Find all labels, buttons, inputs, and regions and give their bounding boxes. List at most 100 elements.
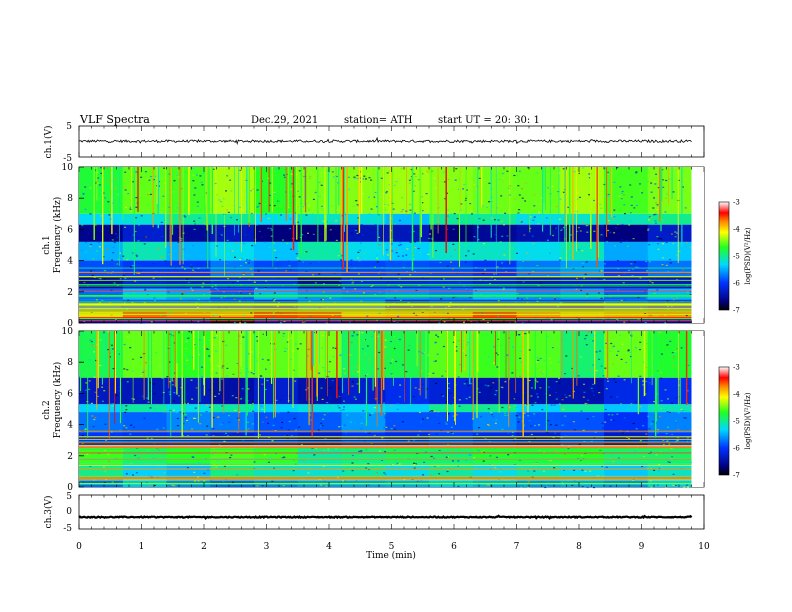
ch2-spectrogram-speckle — [447, 382, 450, 385]
ch1-spectrogram-band-cell — [604, 167, 649, 214]
ch2-spectrogram-speckle — [201, 366, 203, 368]
ch2-spectrogram-speckle — [208, 406, 211, 408]
ch1-spectrogram-speckle — [193, 220, 196, 222]
ch2-spectrogram-band-cell — [429, 448, 474, 464]
ch1-spectrogram-band-cell — [254, 213, 299, 225]
ch2-spectrogram-speckle — [186, 353, 189, 355]
ch2-spectrogram-speckle — [449, 392, 452, 394]
time-tick-label: 6 — [451, 542, 457, 552]
ch2-spectrogram-speckle — [590, 407, 593, 409]
ch1-spectrogram-speckle — [439, 316, 442, 318]
ch1-spectrogram-speckle — [226, 262, 229, 264]
ch2-spectrogram-speckle — [592, 364, 595, 366]
ch2-spectrogram-speckle — [231, 395, 234, 397]
ch2-spectrogram-speckle — [99, 339, 102, 341]
ch1-spectrogram-speckle — [527, 260, 530, 262]
ch1-spectrogram-band-cell — [472, 241, 518, 261]
ch2-spectrogram-speckle — [352, 459, 355, 461]
ch1-spectrogram-speckle — [602, 197, 605, 199]
ch1-spectrogram-speckle — [486, 280, 489, 282]
ch1-spectrogram-speckle — [400, 286, 403, 288]
ch1-spectrogram-speckle — [463, 184, 466, 186]
ch2-spectrogram-speckle — [585, 344, 588, 346]
ch2-spectrogram-speckle — [281, 421, 284, 424]
ch1-spectrogram-speckle — [337, 255, 340, 257]
ch2-spectrogram-speckle — [156, 476, 159, 478]
ch2-spectrogram-speckle — [632, 478, 635, 480]
ch1-spectrogram-speckle — [285, 270, 288, 272]
ch1-spectrogram-speckle — [301, 234, 304, 236]
ch2-spectrogram-speckle — [616, 354, 618, 356]
ch1-spectrogram-speckle — [233, 298, 236, 300]
ch2-spectrogram-speckle — [93, 351, 95, 353]
ch1-spectrogram-speckle — [409, 241, 412, 243]
ch1-spectrogram-speckle — [84, 186, 87, 188]
time-tick-label: 8 — [576, 542, 582, 552]
ch1-spectrogram-band-cell — [385, 241, 430, 261]
ch1-spectrogram-speckle — [335, 209, 338, 211]
ch2-spectrogram-speckle — [662, 439, 665, 441]
ch1-spectrogram-speckle — [401, 197, 404, 199]
ch2-spectrogram-speckle — [113, 481, 116, 483]
ch2-spectrogram-speckle — [246, 400, 249, 402]
ch2-spectrogram-speckle — [466, 404, 469, 406]
ch2-spectrogram-speckle — [452, 460, 454, 462]
ch1-spectrogram-speckle — [272, 277, 275, 279]
ch2-spectrogram-speckle — [218, 393, 221, 395]
ch1-spectrogram-speckle — [546, 239, 549, 241]
ch1-spectrogram-speckle — [305, 200, 308, 202]
ch2-spectrogram-speckle — [135, 472, 138, 474]
ch1-spectrogram-speckle — [218, 316, 221, 318]
ch2-spectrogram-speckle — [487, 408, 490, 410]
ch1-spectrogram-speckle — [401, 209, 404, 211]
ch2-spectrogram-speckle — [269, 363, 272, 365]
ch1-spectrogram-speckle — [533, 194, 536, 196]
ch1-spectrogram-speckle — [255, 224, 258, 226]
ch2-spectrogram-speckle — [677, 428, 680, 430]
ch1-spectrogram-speckle — [146, 178, 149, 180]
ch1-spectrogram-speckle — [653, 214, 656, 216]
ch1-spectrogram-speckle — [387, 197, 390, 199]
ch1-spectrogram-speckle — [483, 225, 486, 227]
ch1-spectrogram-speckle — [503, 224, 505, 226]
ch1-spectrogram-speckle — [135, 171, 138, 173]
ch2-spectrogram-speckle — [351, 385, 354, 387]
ch2-spectrogram-speckle — [183, 412, 186, 415]
ch2-spectrogram-speckle — [428, 373, 431, 375]
ch2-spectrogram-speckle — [642, 425, 645, 427]
ch1-spectrogram-speckle — [216, 289, 219, 291]
ch2-spectrogram-speckle — [434, 342, 437, 344]
ch2-spectrogram-speckle — [207, 348, 210, 350]
ch2-spectrogram-speckle — [677, 437, 680, 439]
ch2-spectrogram-speckle — [435, 433, 438, 435]
ch2-spectrogram-band-cell — [297, 404, 343, 413]
ch2-spectrogram-speckle — [651, 366, 654, 368]
ch1-spectrogram-speckle — [94, 224, 97, 226]
ch2-spectrogram-speckle — [547, 386, 550, 388]
ch2-spectrogram-speckle — [265, 416, 268, 418]
ch1-spectrogram-speckle — [569, 234, 572, 236]
ch2-spectrogram-speckle — [601, 369, 604, 371]
ch2-spectrogram-speckle — [650, 467, 653, 469]
ch1-spectrogram-speckle — [204, 224, 207, 226]
ch1-spectrogram-speckle — [442, 278, 445, 280]
ch2-spectrogram-speckle — [186, 359, 188, 361]
ch1-spectrogram-speckle — [522, 260, 525, 262]
ch1-spectrogram-speckle — [269, 194, 271, 196]
ch1-spectrogram-speckle — [132, 181, 135, 183]
ch2-spectrogram-speckle — [248, 353, 251, 355]
ch2-spectrogram-speckle — [91, 402, 93, 404]
ch1-spectrogram-speckle — [100, 172, 103, 174]
ch2-spectrogram-speckle — [489, 387, 492, 389]
ch1-spectrogram-speckle — [127, 228, 130, 230]
ch2-spectrogram-speckle — [671, 433, 674, 436]
ch2-spectrogram-speckle — [176, 425, 179, 427]
ch1-spectrogram-speckle — [657, 248, 660, 250]
ch1-spectrogram-speckle — [471, 213, 473, 215]
ch1-spectrogram-speckle — [484, 314, 487, 316]
ch1-spectrogram-speckle — [106, 248, 109, 250]
ch2-spectrogram-speckle — [562, 408, 565, 410]
ch2-spectrogram-speckle — [617, 457, 620, 459]
ch2-spectrogram-band-cell — [429, 331, 474, 378]
ch1-spectrogram-speckle — [386, 172, 389, 174]
